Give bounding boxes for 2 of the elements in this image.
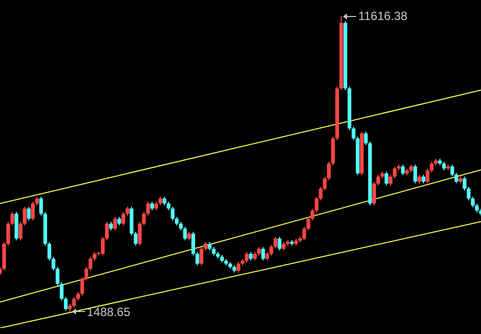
annotation: 11616.38 (358, 9, 408, 23)
annotation: 1488.65 (86, 304, 130, 319)
